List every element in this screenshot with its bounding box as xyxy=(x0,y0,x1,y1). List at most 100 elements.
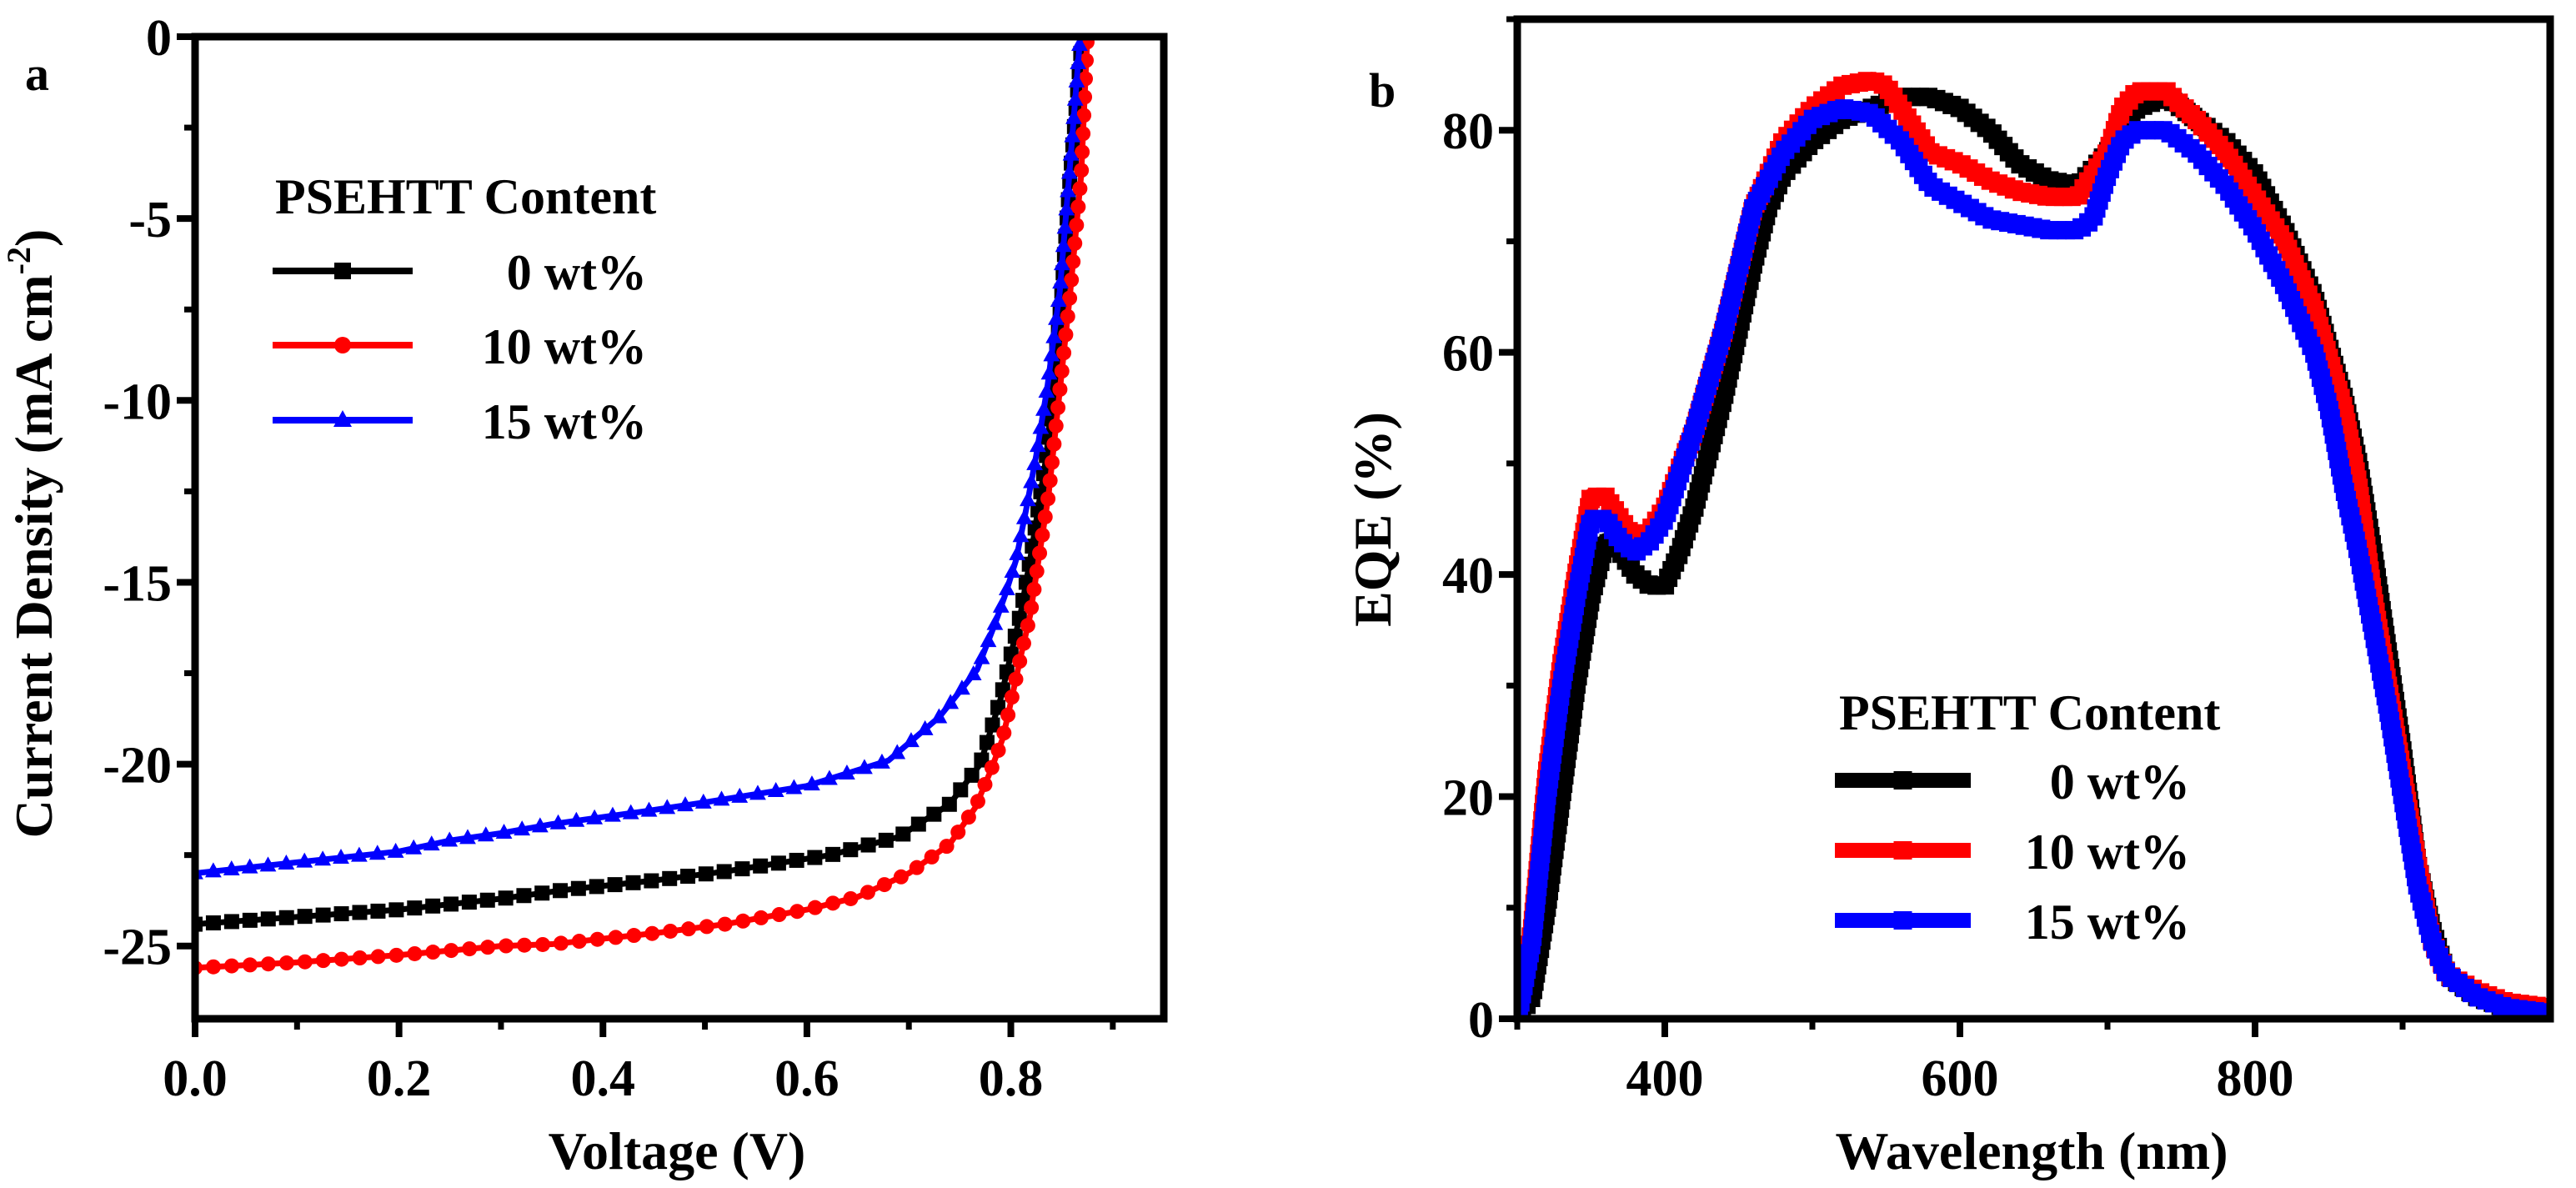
data-point-marker xyxy=(1064,272,1080,288)
panel-a-legend-title: PSEHTT Content xyxy=(275,169,656,224)
data-point-marker xyxy=(223,914,239,930)
data-point-marker xyxy=(223,860,240,875)
data-point-marker xyxy=(789,852,804,868)
data-point-marker xyxy=(734,861,750,877)
data-point-marker xyxy=(604,806,621,822)
data-point-marker xyxy=(1045,328,1063,343)
data-point-marker xyxy=(1026,581,1042,597)
data-point-marker xyxy=(916,719,934,735)
data-point-marker xyxy=(1076,108,1092,123)
data-point-marker xyxy=(717,916,733,932)
data-point-marker xyxy=(1024,599,1040,615)
data-point-marker xyxy=(753,910,769,925)
data-point-marker xyxy=(1070,53,1087,69)
series-line xyxy=(195,36,1084,876)
data-point-marker xyxy=(767,781,784,797)
data-point-marker xyxy=(903,732,920,748)
y-title-end: ) xyxy=(4,229,63,247)
data-point-marker xyxy=(1012,527,1030,543)
data-point-marker xyxy=(1050,399,1066,415)
panel-b-legend-title: PSEHTT Content xyxy=(1839,685,2220,740)
data-point-marker xyxy=(514,820,531,836)
data-point-marker xyxy=(531,817,549,833)
data-point-marker xyxy=(425,945,441,960)
data-point-marker xyxy=(297,909,313,925)
data-point-marker xyxy=(1000,707,1016,723)
data-point-marker xyxy=(1069,218,1085,233)
data-point-marker xyxy=(1004,689,1020,705)
data-point-marker xyxy=(1040,491,1056,507)
data-point-marker xyxy=(1064,127,1081,143)
data-point-marker xyxy=(839,764,855,779)
legend-label: 0 wt% xyxy=(2050,754,2190,810)
data-point-marker xyxy=(970,794,985,810)
data-point-marker xyxy=(278,955,294,971)
panel-a-label: a xyxy=(25,47,49,101)
data-point-marker xyxy=(1068,72,1085,88)
data-point-marker xyxy=(1029,564,1045,579)
data-point-marker xyxy=(570,880,586,896)
data-point-marker xyxy=(965,665,982,681)
data-point-marker xyxy=(950,825,966,840)
data-point-marker xyxy=(984,759,1000,775)
data-point-marker xyxy=(608,930,624,945)
y-tick-label: -20 xyxy=(103,738,172,795)
data-point-marker xyxy=(1072,181,1088,197)
data-point-marker xyxy=(626,928,642,944)
x-tick-label: 0.6 xyxy=(774,1050,839,1107)
y-tick-label: -15 xyxy=(103,555,172,612)
panel-b-eqe: b 400 600 800 0 20 40 60 80 Wavelength (nm) EQE… xyxy=(1343,15,2554,1180)
data-point-marker xyxy=(1075,126,1091,142)
data-point-marker xyxy=(998,580,1015,596)
y-tick-label: -10 xyxy=(103,373,172,430)
data-point-marker xyxy=(589,931,605,947)
data-point-marker xyxy=(1074,163,1090,178)
y-tick-label: -5 xyxy=(128,192,172,248)
data-point-marker xyxy=(333,906,349,922)
legend-marker-icon xyxy=(334,263,351,279)
data-point-marker xyxy=(1048,418,1064,434)
data-point-marker xyxy=(821,769,838,785)
data-point-marker xyxy=(260,956,276,972)
data-point-marker xyxy=(694,793,712,809)
data-point-marker xyxy=(663,923,679,939)
data-point-marker xyxy=(444,896,459,912)
legend-marker-icon xyxy=(334,337,351,353)
data-point-marker xyxy=(571,934,587,950)
data-point-marker xyxy=(223,958,239,974)
data-point-marker xyxy=(926,806,942,822)
data-point-marker xyxy=(423,835,440,851)
data-point-marker xyxy=(1042,473,1058,489)
x-tick-label: 0.2 xyxy=(367,1050,432,1107)
data-point-marker xyxy=(388,947,404,963)
panel-a-ticks: 0.0 0.2 0.4 0.6 0.8 0 -5 -10 -15 -20 -25 xyxy=(103,10,1116,1107)
data-point-marker xyxy=(517,937,533,953)
data-point-marker xyxy=(259,856,277,872)
data-point-marker xyxy=(1071,36,1088,52)
data-point-marker xyxy=(789,904,805,920)
y-tick-label: 40 xyxy=(1442,548,1494,604)
data-point-marker xyxy=(1004,563,1021,579)
y-tick-label: 0 xyxy=(146,10,172,67)
data-point-marker xyxy=(680,921,696,937)
data-point-marker xyxy=(314,850,332,866)
data-point-marker xyxy=(352,905,368,920)
y-title-main: Current Density (mA cm xyxy=(4,274,63,838)
data-point-marker xyxy=(1058,327,1074,343)
legend-label: 15 wt% xyxy=(482,394,647,449)
data-point-marker xyxy=(954,679,970,695)
legend-marker-icon xyxy=(1893,771,1912,789)
panel-a-x-axis-title: Voltage (V) xyxy=(549,1121,806,1180)
legend-item: 15 wt% xyxy=(273,394,647,449)
data-point-marker xyxy=(534,936,550,952)
panel-b-legend: PSEHTT Content 0 wt% 10 wt% 15 wt% xyxy=(1835,685,2220,950)
data-point-marker xyxy=(387,842,404,858)
legend-item: 0 wt% xyxy=(273,245,647,300)
data-point-marker xyxy=(992,597,1010,613)
data-point-marker xyxy=(477,826,494,842)
data-point-marker xyxy=(1037,509,1053,524)
panel-a-axes-frame xyxy=(191,33,1168,1023)
y-title-superscript: -2 xyxy=(0,247,38,274)
data-point-marker xyxy=(1012,654,1028,669)
